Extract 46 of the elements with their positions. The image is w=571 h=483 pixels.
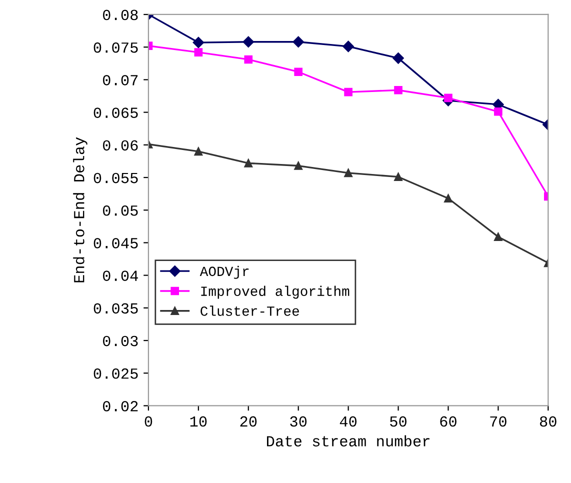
y-tick-label: 0.05 xyxy=(102,205,138,216)
point xyxy=(394,172,402,182)
point xyxy=(394,86,402,94)
point xyxy=(244,158,253,168)
y-tick-label: 0.08 xyxy=(102,10,138,20)
point xyxy=(242,36,254,48)
y-tick-label: 0.03 xyxy=(102,336,138,346)
point xyxy=(294,162,303,170)
point xyxy=(444,94,452,102)
x-tick-label: 30 xyxy=(290,416,307,427)
x-tick-label: 40 xyxy=(340,416,357,427)
x-tick-label: 0 xyxy=(144,416,152,427)
y-tick-label: 0.02 xyxy=(102,401,138,412)
x-tick-label: 60 xyxy=(440,416,456,427)
point xyxy=(344,88,352,96)
y-tick-label: 0.06 xyxy=(102,140,138,151)
x-axis-title: Date stream number xyxy=(266,435,430,446)
point xyxy=(344,168,352,178)
y-tick-label: 0.055 xyxy=(94,172,138,184)
point xyxy=(494,232,502,242)
y-tick-label: 0.075 xyxy=(94,42,138,53)
legend-label: AODVjr xyxy=(200,266,249,279)
x-tick-label: 20 xyxy=(240,416,257,427)
point xyxy=(192,36,204,48)
x-tick-label: 50 xyxy=(390,416,406,427)
y-tick-label: 0.07 xyxy=(102,75,138,86)
x-tick-label: 70 xyxy=(490,416,506,427)
legend-label: Cluster-Tree xyxy=(200,306,299,316)
point xyxy=(294,68,303,76)
y-axis-title: End-to-End Delay xyxy=(73,137,88,282)
point xyxy=(244,55,253,64)
point xyxy=(444,194,452,203)
point xyxy=(292,36,304,48)
y-tick-label: 0.045 xyxy=(94,238,138,248)
y-tick-label: 0.04 xyxy=(102,270,138,281)
point xyxy=(342,40,354,52)
y-tick-label: 0.065 xyxy=(94,108,138,118)
point xyxy=(392,52,404,64)
y-tick-label: 0.035 xyxy=(94,303,138,314)
point xyxy=(194,48,203,56)
legend-label: Improved algorithm xyxy=(201,286,350,299)
point xyxy=(194,147,203,156)
point xyxy=(494,107,502,116)
x-tick-label: 80 xyxy=(540,416,556,427)
y-tick-label: 0.025 xyxy=(94,368,138,379)
x-tick-label: 10 xyxy=(190,416,207,427)
